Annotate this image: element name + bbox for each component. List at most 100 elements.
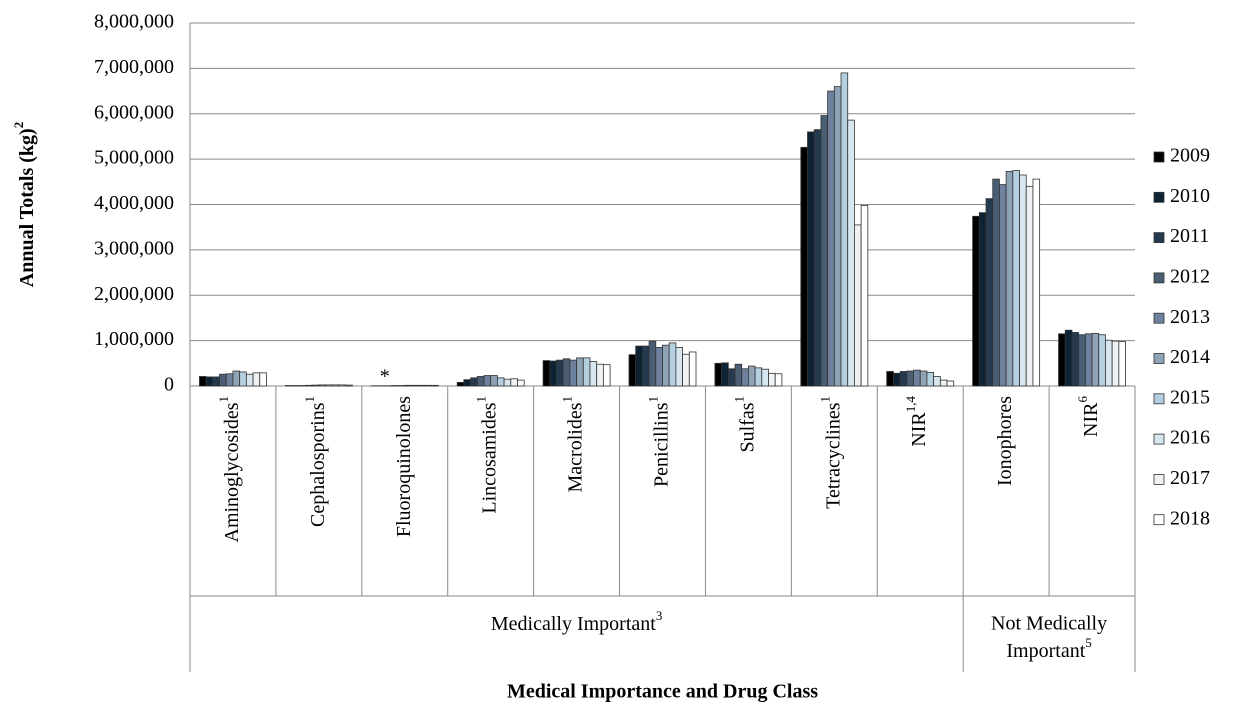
legend-label: 2011: [1170, 225, 1209, 247]
bar: [517, 379, 525, 387]
y-tick-label: 5,000,000: [94, 147, 174, 169]
bar: [318, 384, 326, 387]
legend-label: 2015: [1170, 386, 1210, 408]
bar: [305, 384, 313, 387]
bar: [549, 360, 557, 387]
legend-swatch: [1153, 393, 1165, 405]
bar: [331, 384, 340, 387]
y-axis-title-main: Annual Totals (kg): [16, 128, 38, 287]
x-tick-label-main: Penicillins: [650, 402, 672, 487]
bar: [655, 347, 663, 387]
bar: [245, 373, 254, 387]
bar: [596, 363, 604, 387]
legend-label: 2014: [1170, 346, 1210, 368]
bar: [721, 362, 729, 387]
bar: [754, 367, 763, 387]
bar: [345, 384, 353, 387]
bar: [496, 377, 505, 387]
bar: [232, 370, 241, 387]
x-tick-label: Sulfas1: [732, 396, 758, 453]
bar: [992, 178, 1000, 387]
x-tick-label: Cephalosporins1: [302, 396, 328, 527]
x-tick-label-note: 1: [646, 396, 661, 403]
y-tick-label: 1,000,000: [94, 328, 174, 350]
bar: [1019, 174, 1027, 387]
bar: [1105, 339, 1113, 387]
legend-swatch: [1153, 514, 1165, 526]
x-tick-label-note: 1: [474, 396, 489, 403]
bar: [470, 377, 478, 387]
y-tick-label: 0: [164, 374, 174, 396]
legend-swatch: [1153, 272, 1165, 284]
bar: [205, 376, 214, 387]
bar: [972, 215, 980, 387]
x-tick-label-main: NIR: [1080, 402, 1102, 437]
bar: [919, 370, 928, 387]
bar: [886, 371, 894, 387]
bar: [899, 371, 908, 387]
x-tick-label-note: 1: [732, 396, 747, 403]
bar: [813, 129, 822, 387]
y-tick-label: 2,000,000: [94, 283, 174, 305]
bar: [1064, 329, 1073, 387]
bar: [556, 359, 564, 387]
x-tick-label-main: Aminoglycosides: [221, 402, 243, 542]
x-tick-label: Macrolides1: [560, 396, 586, 492]
bar: [576, 357, 584, 387]
bar: [1091, 332, 1100, 387]
x-tick-label-main: Ionophores: [994, 396, 1016, 486]
bar: [800, 146, 808, 387]
bar: [807, 131, 815, 387]
bar: [913, 369, 921, 387]
bar: [311, 384, 320, 387]
bar: [635, 345, 643, 387]
bar: [688, 351, 697, 387]
x-tick-label-note: 1: [560, 396, 575, 403]
legend-label: 2017: [1170, 467, 1210, 489]
bar: [668, 342, 677, 387]
bar: [602, 364, 611, 387]
bar: [562, 358, 571, 387]
bar: [589, 361, 598, 387]
bar: [325, 384, 333, 387]
x-tick-label: Lincosamides1: [474, 396, 500, 514]
legend-swatch: [1153, 433, 1165, 445]
bar: [840, 72, 849, 387]
bar: [404, 384, 412, 387]
bar: [1084, 333, 1093, 387]
bar: [456, 381, 465, 387]
x-axis-title: Medical Importance and Drug Class: [507, 681, 818, 703]
bar: [490, 375, 498, 387]
bar: [727, 368, 736, 387]
bar: [860, 205, 869, 387]
legend-label: 2013: [1170, 306, 1210, 328]
group-label-main: Medically Important: [491, 613, 656, 635]
bar: [1071, 332, 1080, 387]
bar: [463, 379, 471, 387]
x-tick-label: Tetracyclines1: [818, 396, 844, 509]
group-label: Not Medically: [991, 613, 1107, 635]
x-tick-label: Fluoroquinolones: [392, 396, 414, 537]
bar: [1025, 185, 1034, 387]
bar: [1118, 341, 1126, 387]
x-tick-label-main: Cephalosporins: [306, 402, 328, 527]
bar: [225, 373, 234, 387]
bar: [219, 373, 227, 387]
group-label: Medically Important3: [491, 608, 662, 634]
x-tick-label-main: Fluoroquinolones: [392, 396, 414, 537]
bar: [424, 384, 432, 387]
bar: [768, 372, 776, 387]
legend-label: 2012: [1170, 265, 1210, 287]
bar: [714, 362, 723, 387]
bar: [820, 115, 829, 387]
y-tick-label: 4,000,000: [94, 192, 174, 214]
bar: [774, 373, 783, 387]
bar: [431, 384, 439, 387]
bar: [510, 378, 518, 387]
legend-swatch: [1153, 312, 1165, 324]
x-tick-label: NIR1,4: [904, 396, 930, 447]
bar: [503, 378, 512, 387]
bar: [641, 345, 650, 387]
x-tick-label-main: NIR: [908, 412, 930, 447]
bar: [893, 372, 901, 387]
